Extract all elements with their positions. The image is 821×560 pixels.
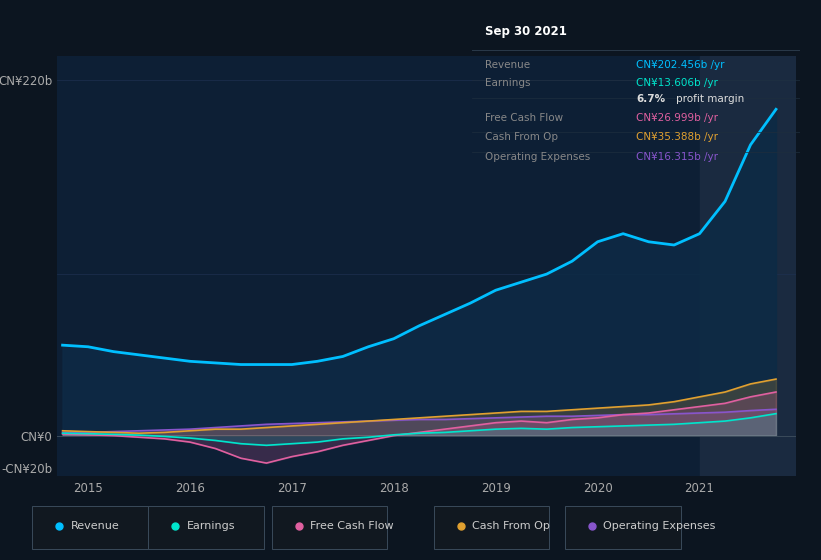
Text: CN¥13.606b /yr: CN¥13.606b /yr <box>636 78 718 88</box>
FancyBboxPatch shape <box>148 506 264 549</box>
Text: Earnings: Earnings <box>186 521 235 531</box>
Text: Free Cash Flow: Free Cash Flow <box>485 113 563 123</box>
Text: Revenue: Revenue <box>71 521 120 531</box>
Bar <box>699 56 796 476</box>
Text: Cash From Op: Cash From Op <box>472 521 550 531</box>
Text: 6.7%: 6.7% <box>636 95 665 104</box>
Text: Free Cash Flow: Free Cash Flow <box>310 521 394 531</box>
Text: CN¥202.456b /yr: CN¥202.456b /yr <box>636 60 725 69</box>
Text: Operating Expenses: Operating Expenses <box>485 152 590 162</box>
Text: Sep 30 2021: Sep 30 2021 <box>485 25 567 38</box>
FancyBboxPatch shape <box>433 506 549 549</box>
Text: Revenue: Revenue <box>485 60 530 69</box>
Text: Operating Expenses: Operating Expenses <box>603 521 716 531</box>
Text: profit margin: profit margin <box>676 95 744 104</box>
Text: Cash From Op: Cash From Op <box>485 132 558 142</box>
FancyBboxPatch shape <box>272 506 388 549</box>
Text: CN¥26.999b /yr: CN¥26.999b /yr <box>636 113 718 123</box>
FancyBboxPatch shape <box>32 506 148 549</box>
Text: CN¥35.388b /yr: CN¥35.388b /yr <box>636 132 718 142</box>
Text: CN¥16.315b /yr: CN¥16.315b /yr <box>636 152 718 162</box>
Text: Earnings: Earnings <box>485 78 530 88</box>
FancyBboxPatch shape <box>565 506 681 549</box>
